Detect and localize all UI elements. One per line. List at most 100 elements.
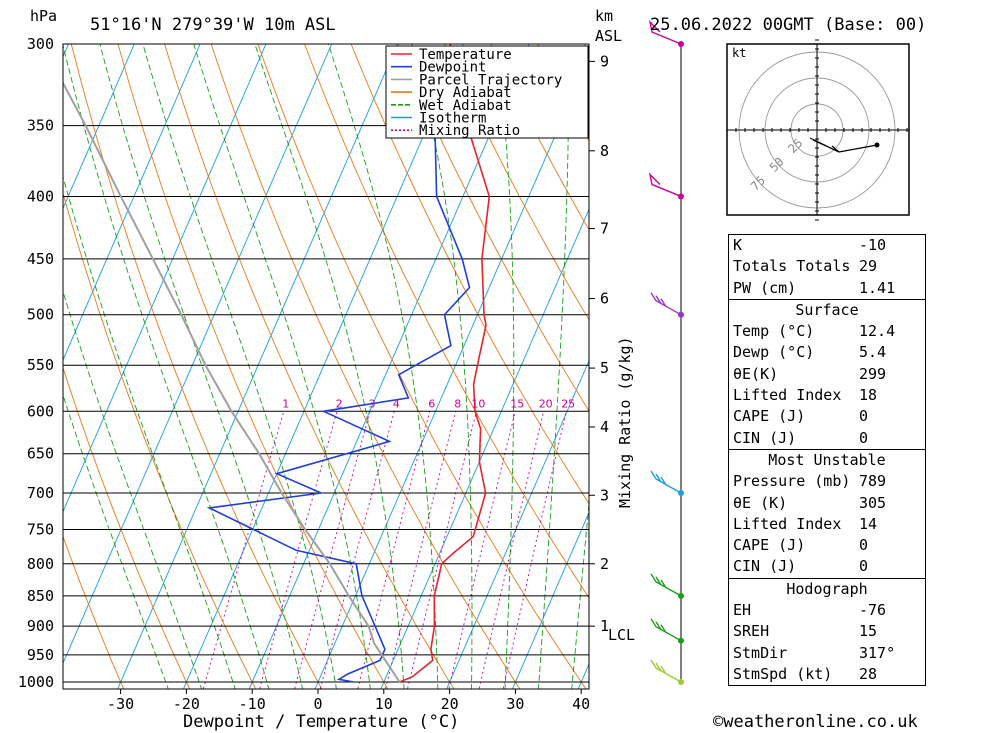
x-tick-label: -20 [173,695,200,713]
wet-adiabat-line [142,44,337,689]
km-tick-label: 7 [600,220,609,238]
km-unit-label: km [595,7,613,25]
wind-barb [650,618,682,642]
dry-adiabat-line [443,44,589,321]
mixing-ratio-label: 4 [393,397,400,410]
legend-label: Dry Adiabat [419,85,512,101]
index-value: 29 [859,257,878,276]
index-row: CIN (J) 0 [729,428,925,449]
legend-label: Isotherm [419,111,486,127]
index-label: EH [733,601,752,620]
km-tick-label: 1 [600,617,609,635]
index-value: 28 [859,664,878,683]
x-axis-label: Dewpoint / Temperature (°C) [183,712,459,732]
index-row: θE(K) 299 [729,364,925,385]
index-label: Lifted Index [733,386,842,405]
wind-barb [650,470,682,494]
index-value: 789 [859,472,887,491]
isotherm-line [248,44,530,689]
datetime-title: 25.06.2022 00GMT (Base: 00) [650,15,926,35]
legend-label: Parcel Trajectory [419,72,562,88]
x-tick-label: 30 [506,695,524,713]
plot-frame [62,43,590,690]
index-value: 0 [859,557,869,576]
mixing-ratio-label: 2 [336,397,343,410]
hodograph-storm-arrow [812,139,840,153]
index-row: Pressure (mb) 789 [729,471,925,492]
index-row: Lifted Index 14 [729,514,925,535]
y-tick-label: 1000 [18,673,54,691]
wind-barb [648,172,682,198]
y-tick-label: 450 [27,250,54,268]
isotherm-line [63,44,69,58]
mixing-ratio-label: 6 [428,397,435,410]
isotherm-line [63,44,135,210]
location-title: 51°16'N 279°39'W 10m ASL [90,15,336,35]
index-label: CAPE (J) [733,536,806,555]
mixing-ratio-line [202,411,285,689]
index-label: θE(K) [733,364,779,383]
index-row: StmSpd (kt) 28 [729,664,925,685]
dry-adiabat-line [63,366,191,689]
mixing-ratio-line [259,411,338,689]
y-tick-label: 800 [27,555,54,573]
index-row: Totals Totals 29 [729,256,925,277]
wet-adiabat-line [193,44,371,689]
index-row: θE (K) 305 [729,493,925,514]
index-label: Lifted Index [733,514,842,533]
index-label: CIN (J) [733,557,797,576]
mixing-ratio-label: 25 [561,397,575,410]
general-indices: K -10 Totals Totals 29 PW (cm) 1.41 [728,234,926,299]
wet-adiabat-line [254,44,405,689]
index-value: 15 [859,622,878,641]
isotherm-line [63,44,267,513]
km-tick-label: 3 [600,486,609,504]
index-value: 0 [859,536,869,555]
wind-barb [650,573,682,597]
credit-text: ©weatheronline.co.uk [713,712,918,732]
y-tick-label: 850 [27,587,54,605]
isotherm-line [314,56,589,689]
index-label: StmDir [733,643,788,662]
mixing-ratio-label: 10 [471,397,485,410]
legend-label: Dewpoint [419,60,486,76]
y-tick-label: 750 [27,521,54,539]
index-value: 1.41 [859,278,896,297]
dry-adiabat-line [63,191,257,689]
mixing-ratio-label: 20 [539,397,553,410]
surface-indices: Surface Temp (°C) 12.4 Dewp (°C) 5.4 θE(K) 29… [728,298,926,449]
index-label: Pressure (mb) [733,472,851,491]
y-tick-label: 900 [27,617,54,635]
wind-barb [650,659,682,683]
mixing-ratio-line [319,411,395,689]
wet-adiabat-line [63,44,270,689]
index-label: CAPE (J) [733,407,806,426]
y-tick-label: 400 [27,187,54,205]
index-row: StmDir 317° [729,643,925,664]
hodograph-title: Hodograph [786,579,868,598]
isotherm-line [117,44,398,689]
dry-adiabat-line [63,535,125,689]
wet-adiabat-line [99,44,304,689]
hpa-unit-label: hPa [30,7,57,25]
index-label: Dewp (°C) [733,343,815,362]
index-label: PW (cm) [733,278,797,297]
index-label: SREH [733,622,770,641]
surface-title: Surface [795,300,859,319]
y-tick-label: 500 [27,306,54,324]
index-row: Temp (°C) 12.4 [729,321,925,342]
y-tick-label: 300 [27,35,54,53]
mixing-ratio-label: 3 [369,397,376,410]
temperature-line [399,44,491,683]
index-label: Totals Totals [733,257,851,276]
dry-adiabat-line [257,44,587,689]
most-unstable-indices: Most Unstable Pressure (mb) 789 θE (K) 305 L… [728,448,926,578]
index-row: Dewp (°C) 5.4 [729,342,925,363]
wet-adiabat-line [495,44,515,689]
most-unstable-title: Most Unstable [768,450,886,469]
asl-unit-label: ASL [595,27,622,45]
isotherm-line [63,44,201,362]
wet-adiabat-line [63,175,236,689]
mixing-ratio-line [357,411,431,689]
mixing-ratio-line [478,411,545,689]
